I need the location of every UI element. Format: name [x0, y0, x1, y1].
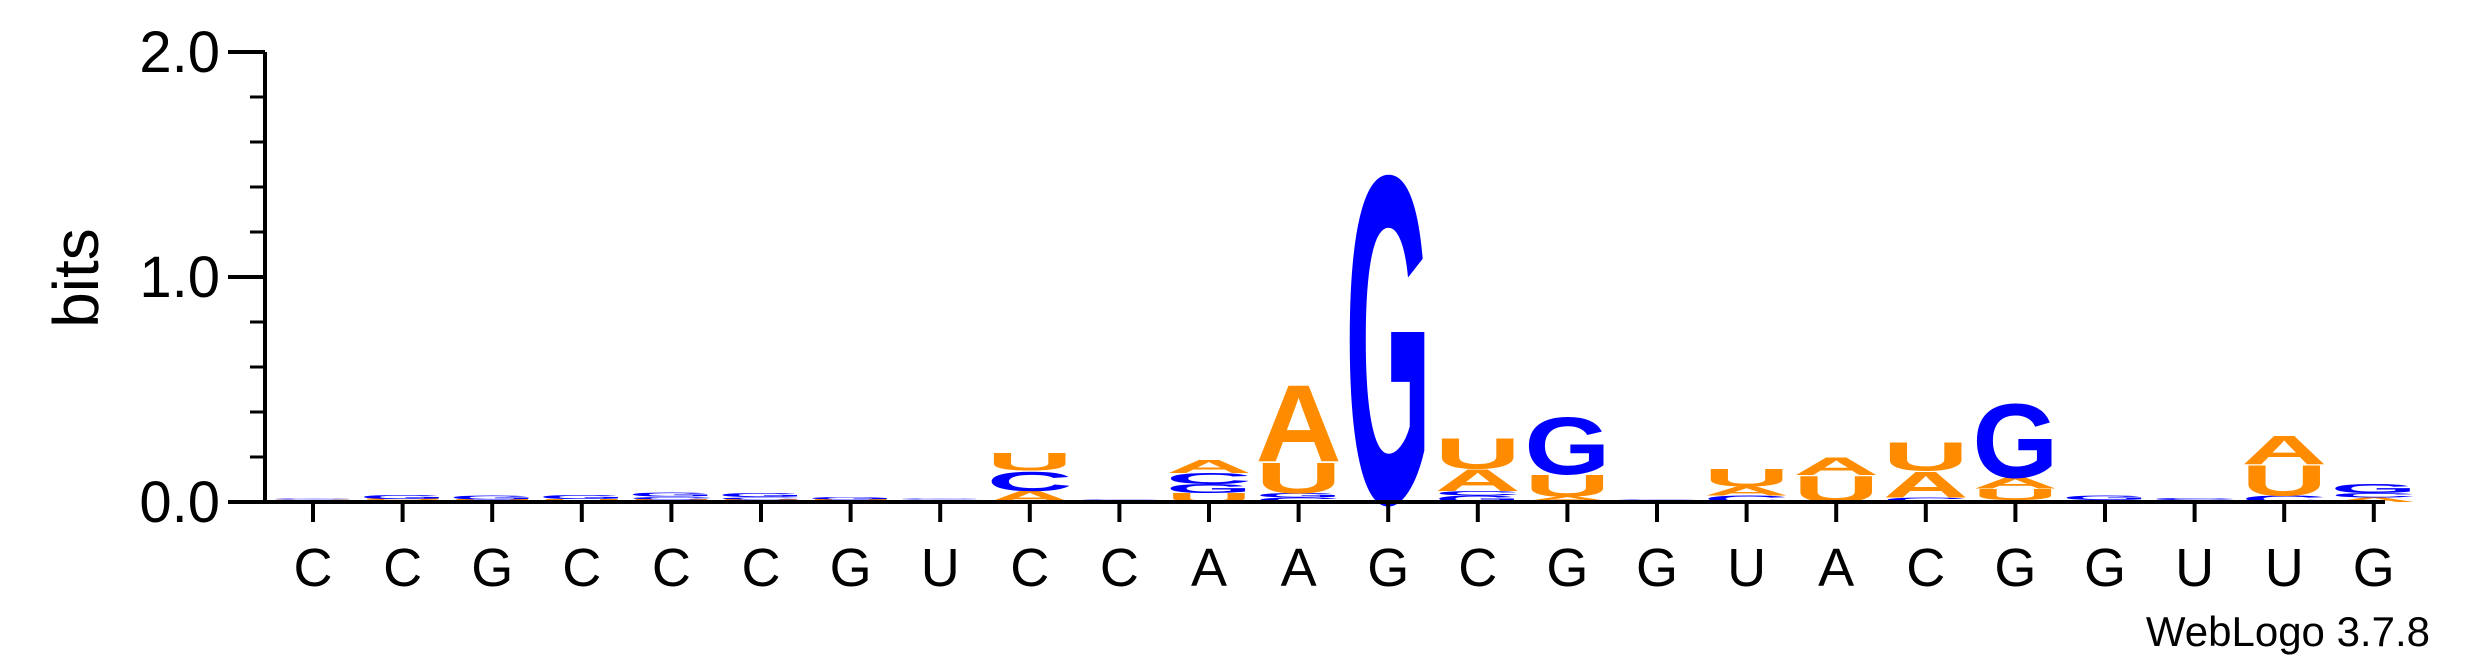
letter-c-glyph: C [1883, 496, 1969, 503]
letter-g-glyph: G [808, 496, 894, 500]
x-tick-label: A [1818, 538, 1854, 598]
letter-c-glyph: C [718, 496, 804, 499]
y-ticks: 0.0 1.0 2.0 [139, 20, 265, 535]
y-tick-label: 1.0 [139, 245, 220, 310]
letter-g-glyph: G [1435, 494, 1521, 505]
letter-c-glyph: C [1704, 494, 1790, 504]
letter-c-glyph: C [897, 499, 983, 500]
x-tick-label: C [652, 538, 691, 598]
letter-u-glyph: U [2241, 456, 2327, 505]
letter-a-glyph: A [1883, 464, 1969, 506]
letter-u-glyph: U [1883, 434, 1969, 480]
letter-c-glyph: C [270, 499, 356, 500]
x-tick-label: U [2265, 538, 2304, 598]
letter-g-glyph: G [897, 498, 983, 499]
x-tick-label: G [1636, 538, 1678, 598]
x-tick-label: G [471, 538, 513, 598]
credit-text: WebLogo 3.7.8 [2146, 608, 2430, 655]
letter-u-glyph: U [1256, 454, 1342, 503]
letter-g-glyph: G [628, 492, 714, 498]
letter-c-glyph: C [2331, 492, 2417, 499]
letter-c-glyph: C [1166, 470, 1252, 487]
letter-a-glyph: A [1435, 463, 1521, 498]
letter-a-glyph: A [1704, 484, 1790, 498]
y-tick-label: 2.0 [139, 20, 220, 85]
letter-u-glyph: U [360, 499, 446, 501]
letter-c-glyph: C [628, 496, 714, 500]
letter-u-glyph: U [1435, 429, 1521, 478]
letter-c-glyph: C [1614, 499, 1700, 500]
letter-c-glyph: C [987, 466, 1073, 497]
y-tick-label: 0.0 [139, 470, 220, 535]
letter-a-glyph: A [1793, 453, 1879, 481]
letter-g-glyph: G [1256, 492, 1342, 499]
letter-u-glyph: U [987, 448, 1073, 476]
x-tick-label: G [1367, 538, 1409, 598]
letter-a-glyph: A [1256, 364, 1342, 485]
letter-u-glyph: U [1524, 468, 1610, 503]
letter-g-glyph: G [539, 494, 625, 500]
letter-a-glyph: A [2241, 427, 2327, 473]
letter-g-glyph: G [1166, 482, 1252, 496]
y-axis-label: bits [40, 228, 112, 328]
letter-g-glyph: G [270, 498, 356, 499]
letter-c-glyph: C [1076, 499, 1162, 500]
letter-c-glyph: C [1435, 490, 1521, 497]
x-tick-label: G [1994, 538, 2036, 598]
letter-c-glyph: C [2152, 497, 2238, 500]
x-tick-label: C [1906, 538, 1945, 598]
x-tick-label: C [1010, 538, 1049, 598]
letter-u-glyph: U [1704, 464, 1790, 492]
letter-u-glyph: U [539, 498, 625, 500]
letter-a-glyph: A [1166, 456, 1252, 477]
letter-a-glyph: A [2331, 496, 2417, 503]
x-tick-label: G [2084, 538, 2126, 598]
letter-g-glyph: G [2062, 494, 2148, 501]
x-tick-label: C [562, 538, 601, 598]
x-tick-label: G [830, 538, 872, 598]
letter-c-glyph: C [2241, 494, 2327, 504]
x-tick-label: A [1281, 538, 1317, 598]
x-tick-label: U [1727, 538, 1766, 598]
letter-g-glyph: G [449, 494, 535, 500]
x-tick-label: A [1191, 538, 1227, 598]
letter-g-glyph: G [1524, 400, 1610, 491]
letter-g-glyph: G [718, 493, 804, 499]
x-tick-label: C [294, 538, 333, 598]
x-tick-label: G [1546, 538, 1588, 598]
x-tick-label: C [1458, 538, 1497, 598]
letter-g-glyph: G [2331, 482, 2417, 496]
glyph-layer: AUCGAUGAUGAUGAUCGAUCGAUGAUCGACUAUCUGCACG… [270, 79, 2417, 602]
letter-g-glyph: G [1972, 381, 2058, 500]
x-tick-label: C [742, 538, 781, 598]
x-tick-label: U [921, 538, 960, 598]
letter-a-glyph: A [1972, 474, 2058, 491]
x-tick-label: C [383, 538, 422, 598]
x-tick-label: U [2175, 538, 2214, 598]
letter-g-glyph: G [360, 494, 446, 500]
x-tick-label: G [2353, 538, 2395, 598]
x-tick-label: C [1100, 538, 1139, 598]
letter-g-glyph: G [1345, 79, 1431, 602]
letter-a-glyph: A [1524, 495, 1610, 502]
letter-u-glyph: U [1972, 486, 2058, 503]
letter-c-glyph: C [1256, 496, 1342, 503]
